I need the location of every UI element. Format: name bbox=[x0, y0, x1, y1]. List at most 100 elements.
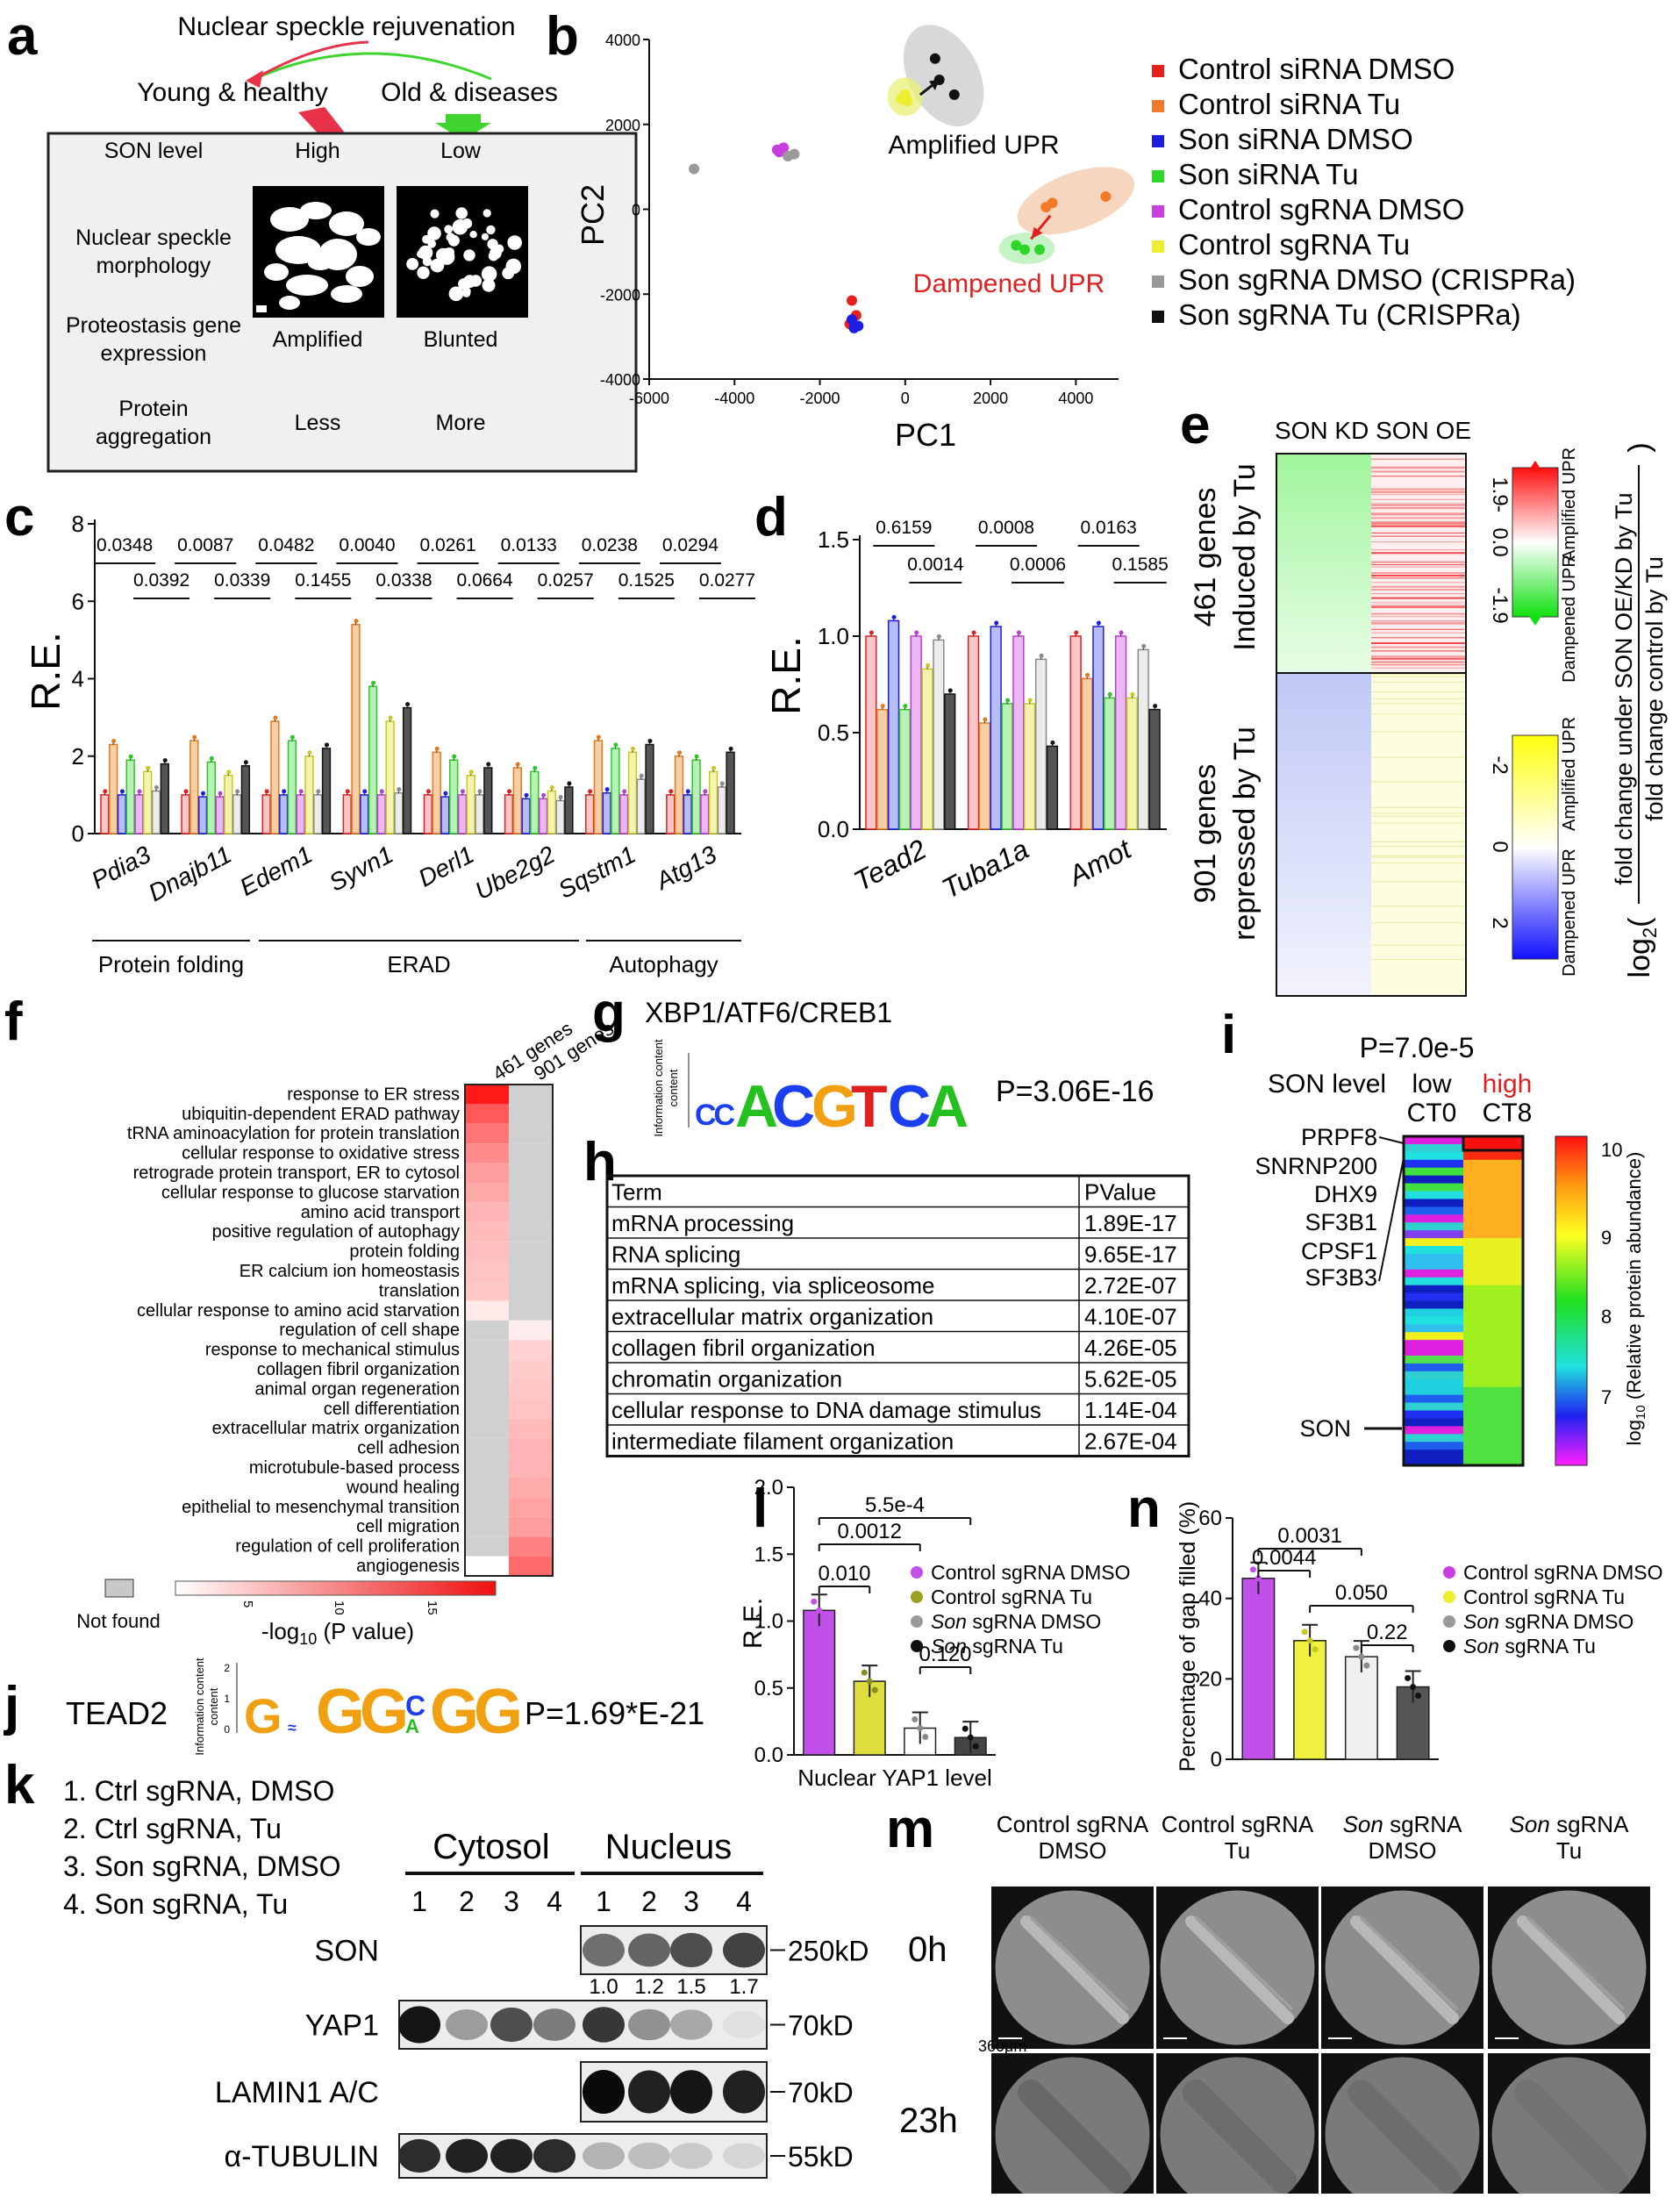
wound-gap bbox=[1183, 2080, 1297, 2194]
bar bbox=[181, 794, 190, 834]
go-cell-461 bbox=[465, 1104, 509, 1124]
heat-cell-ct0 bbox=[1404, 1175, 1463, 1185]
bar-point bbox=[405, 702, 411, 707]
bar bbox=[921, 668, 933, 830]
heat-cell-ct8-top bbox=[1462, 1135, 1525, 1152]
bar-point bbox=[1410, 1684, 1417, 1690]
bar bbox=[360, 794, 369, 834]
go-cell-901 bbox=[509, 1340, 553, 1360]
heat-cell-ct8 bbox=[1463, 1277, 1523, 1286]
panel-letter-d: d bbox=[754, 487, 788, 548]
heat-cell-ct8 bbox=[1463, 1183, 1523, 1192]
axis-close-paren: ) bbox=[1623, 442, 1656, 452]
f-tick-5: 5 bbox=[240, 1600, 255, 1607]
pvalue-label: 0.0031 bbox=[1277, 1524, 1341, 1548]
wound-well bbox=[1160, 2057, 1315, 2198]
panel-a-rows: SON level High Low Nuclear speckle morpholog… bbox=[66, 139, 497, 449]
bar bbox=[270, 720, 280, 834]
heat-cell-ct8 bbox=[1463, 1159, 1523, 1169]
i-tick-10: 10 bbox=[1601, 1139, 1622, 1161]
panel-letter-n: n bbox=[1127, 1478, 1161, 1539]
pvalue-label: 0.120 bbox=[919, 1643, 971, 1666]
speckle-blob bbox=[300, 202, 332, 219]
go-term-label: amino acid transport bbox=[301, 1203, 461, 1222]
pca-ytick-label: 4000 bbox=[605, 32, 640, 49]
panel-k: k 1. Ctrl sgRNA, DMSO 2. Ctrl sgRNA, Tu … bbox=[4, 1755, 869, 2179]
bar-point bbox=[1074, 630, 1079, 635]
blot-band bbox=[583, 2142, 625, 2170]
protein-label: PRPF8 bbox=[1301, 1124, 1377, 1150]
panel-letter-a: a bbox=[7, 6, 38, 67]
bar-point bbox=[119, 789, 125, 794]
scale2-dampened-label: Dampened UPR bbox=[1560, 848, 1579, 977]
i-low: low bbox=[1412, 1070, 1451, 1099]
scale1-arrow-down-icon bbox=[1528, 615, 1542, 626]
bar bbox=[143, 770, 153, 834]
l-xlabel: Nuclear YAP1 level bbox=[797, 1765, 992, 1791]
bar-point bbox=[1016, 630, 1021, 635]
table-term: chromatin organization bbox=[611, 1366, 842, 1393]
bar-point bbox=[622, 789, 627, 794]
go-cell-461 bbox=[465, 1300, 509, 1321]
pvalue-label: 0.0044 bbox=[1252, 1546, 1316, 1570]
pvalue-bottom: 0.0277 bbox=[699, 570, 755, 591]
i-colorscale bbox=[1555, 1135, 1588, 1466]
speckle-dot bbox=[417, 266, 430, 279]
legend-label: Son sgRNA Tu bbox=[1463, 1635, 1596, 1657]
heat-cell-ct0 bbox=[1404, 1183, 1463, 1192]
go-term-label: tRNA aminoacylation for protein translat… bbox=[127, 1124, 460, 1143]
cluster-ellipse-orange bbox=[1017, 167, 1135, 235]
annotation-dampened-upr: Dampened UPR bbox=[913, 269, 1105, 298]
axis-log2-label: log2( bbox=[1623, 917, 1661, 978]
speckle-dot bbox=[481, 233, 490, 240]
bar-point bbox=[298, 789, 304, 794]
bar bbox=[342, 794, 352, 834]
bar-point bbox=[1358, 1653, 1365, 1660]
protein-label: CPSF1 bbox=[1301, 1238, 1377, 1264]
go-term-label: translation bbox=[379, 1281, 460, 1300]
go-cell-901 bbox=[509, 1221, 553, 1242]
go-term-label: ER calcium ion homeostasis bbox=[239, 1262, 460, 1281]
speckle-arc-right bbox=[254, 52, 492, 81]
go-term-label: ubiquitin-dependent ERAD pathway bbox=[182, 1105, 460, 1124]
bar bbox=[521, 798, 531, 834]
legend-label: Control siRNA Tu bbox=[1178, 88, 1400, 120]
go-cell-461 bbox=[465, 1143, 509, 1163]
i-ct8: CT8 bbox=[1483, 1099, 1533, 1128]
go-term-label: extracellular matrix organization bbox=[212, 1419, 460, 1438]
scale1-tick-bottom: -1.9 bbox=[1488, 587, 1512, 623]
g-ylabel: Information content bbox=[652, 1039, 665, 1137]
bar-point bbox=[677, 750, 683, 755]
protein-heatmap bbox=[1402, 1135, 1525, 1467]
go-term-label: cellular response to amino acid starvati… bbox=[137, 1301, 460, 1321]
m-col-label: Tu bbox=[1225, 1837, 1250, 1864]
bar-ytick-label: 0 bbox=[72, 820, 84, 847]
f-tick-10: 10 bbox=[332, 1600, 347, 1615]
scale1-arrow-up-icon bbox=[1528, 461, 1542, 471]
go-cell-461 bbox=[465, 1399, 509, 1419]
heat-cell-ct0 bbox=[1404, 1324, 1463, 1333]
legend-marker bbox=[1443, 1615, 1455, 1628]
bar bbox=[555, 799, 565, 834]
bar-point bbox=[630, 746, 635, 751]
legend-label: Control sgRNA Tu bbox=[1463, 1586, 1625, 1608]
pvalue-bottom: 0.0338 bbox=[375, 570, 432, 591]
son-quant: 1.2 bbox=[634, 1975, 663, 1999]
go-cell-461 bbox=[465, 1221, 509, 1242]
go-cell-901 bbox=[509, 1320, 553, 1341]
bar bbox=[232, 794, 242, 834]
bar-point bbox=[1130, 691, 1135, 697]
go-term-heatmap: response to ER stressubiquitin-dependent… bbox=[127, 1084, 554, 1577]
speckle-dot bbox=[507, 235, 522, 250]
go-term-label: protein folding bbox=[349, 1242, 460, 1262]
go-cell-461 bbox=[465, 1536, 509, 1557]
bar bbox=[547, 790, 557, 834]
category-label: Atg13 bbox=[650, 841, 721, 896]
bar-point bbox=[917, 1725, 924, 1731]
bar bbox=[224, 775, 233, 834]
group-label: ERAD bbox=[387, 951, 450, 977]
bar bbox=[385, 720, 395, 834]
protein-label: SF3B1 bbox=[1305, 1209, 1377, 1235]
i-tick-7: 7 bbox=[1601, 1386, 1612, 1408]
